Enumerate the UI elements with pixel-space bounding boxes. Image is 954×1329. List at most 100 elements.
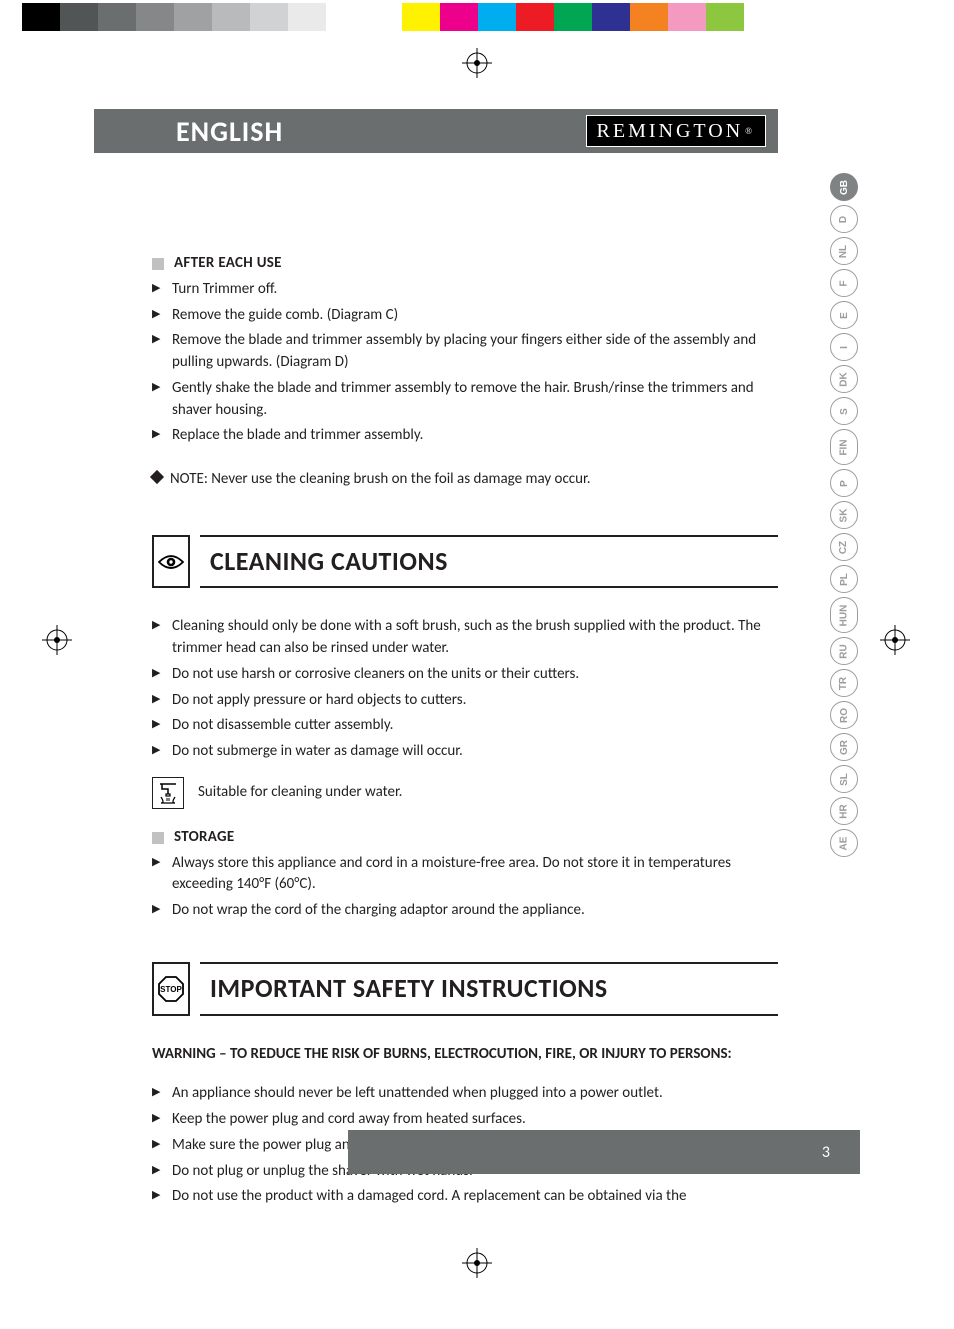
- content: AFTER EACH USE Turn Trimmer off.Remove t…: [152, 253, 778, 1212]
- stop-icon: STOP: [152, 962, 190, 1016]
- list-after-use: Turn Trimmer off.Remove the guide comb. …: [152, 279, 778, 447]
- svg-text:STOP: STOP: [160, 985, 182, 994]
- language-pill-ro[interactable]: RO: [830, 701, 858, 729]
- language-pill-i[interactable]: I: [830, 333, 858, 361]
- faucet-icon: [152, 777, 184, 809]
- square-bullet-icon: [152, 258, 164, 270]
- list-storage: Always store this appliance and cord in …: [152, 853, 778, 922]
- color-swatch: [364, 3, 402, 31]
- header-band: ENGLISH REMINGTON®: [94, 109, 778, 153]
- language-rail: GB D NL F E I DK S FIN P SK CZ PL HUN RU TR RO GR SL HR AE: [828, 173, 860, 857]
- language-code: FIN: [838, 439, 849, 455]
- color-swatch: [402, 3, 440, 31]
- color-swatch: [326, 3, 364, 31]
- note-text: NOTE: Never use the cleaning brush on th…: [170, 470, 591, 488]
- language-code: P: [838, 480, 849, 487]
- color-swatch: [516, 3, 554, 31]
- sub-heading-text: STORAGE: [174, 827, 234, 849]
- brand-name: REMINGTON: [597, 120, 744, 143]
- sub-heading-text: AFTER EACH USE: [174, 253, 282, 275]
- language-code: TR: [839, 676, 850, 689]
- language-pill-d[interactable]: D: [830, 205, 858, 233]
- color-swatch: [440, 3, 478, 31]
- language-pill-tr[interactable]: TR: [830, 669, 858, 697]
- color-swatch: [22, 3, 60, 31]
- list-cleaning: Cleaning should only be done with a soft…: [152, 616, 778, 763]
- section-title-text: CLEANING CAUTIONS: [200, 535, 778, 589]
- color-swatch: [668, 3, 706, 31]
- language-pill-pl[interactable]: PL: [830, 565, 858, 593]
- color-bar: [0, 3, 954, 31]
- color-swatch: [0, 3, 22, 31]
- color-swatch: [250, 3, 288, 31]
- faucet-row: Suitable for cleaning under water.: [152, 777, 778, 809]
- list-item: An appliance should never be left unatte…: [152, 1083, 778, 1105]
- eye-icon: [152, 535, 190, 589]
- language-code: E: [838, 312, 849, 319]
- language-pill-gb[interactable]: GB: [830, 173, 858, 201]
- color-swatch: [212, 3, 250, 31]
- footer-band: 3: [348, 1130, 860, 1174]
- list-item: Do not apply pressure or hard objects to…: [152, 690, 778, 712]
- color-swatch: [478, 3, 516, 31]
- brand-box: REMINGTON®: [586, 115, 766, 147]
- language-pill-p[interactable]: P: [830, 469, 858, 497]
- language-pill-dk[interactable]: DK: [830, 365, 858, 393]
- list-item: Remove the blade and trimmer assembly by…: [152, 330, 778, 374]
- language-code: RU: [838, 644, 849, 658]
- language-code: DK: [838, 372, 849, 386]
- sub-heading-after-use: AFTER EACH USE: [152, 253, 778, 275]
- registration-mark-icon: [42, 625, 72, 655]
- list-item: Gently shake the blade and trimmer assem…: [152, 378, 778, 422]
- faucet-caption: Suitable for cleaning under water.: [198, 782, 402, 804]
- list-item: Remove the guide comb. (Diagram C): [152, 305, 778, 327]
- list-item: Do not submerge in water as damage will …: [152, 741, 778, 763]
- list-item: Do not use harsh or corrosive cleaners o…: [152, 664, 778, 686]
- list-item: Do not use the product with a damaged co…: [152, 1186, 778, 1208]
- list-item: Do not wrap the cord of the charging ada…: [152, 900, 778, 922]
- language-pill-e[interactable]: E: [830, 301, 858, 329]
- language-code: SK: [839, 508, 850, 522]
- color-swatch: [630, 3, 668, 31]
- list-item: Keep the power plug and cord away from h…: [152, 1109, 778, 1131]
- note-row: NOTE: Never use the cleaning brush on th…: [152, 469, 778, 491]
- language-pill-cz[interactable]: CZ: [830, 533, 858, 561]
- language-pill-sk[interactable]: SK: [830, 501, 858, 529]
- list-item: Do not disassemble cutter assembly.: [152, 715, 778, 737]
- color-swatch: [744, 3, 916, 31]
- color-swatch: [554, 3, 592, 31]
- language-pill-nl[interactable]: NL: [830, 237, 858, 265]
- language-pill-ru[interactable]: RU: [830, 637, 858, 665]
- language-pill-fin[interactable]: FIN: [830, 429, 858, 465]
- registration-mark-icon: [462, 1248, 492, 1278]
- language-code: SL: [839, 773, 850, 786]
- language-pill-sl[interactable]: SL: [830, 765, 858, 793]
- color-swatch: [592, 3, 630, 31]
- language-code: F: [838, 280, 849, 286]
- list-item: Cleaning should only be done with a soft…: [152, 616, 778, 660]
- sub-heading-storage: STORAGE: [152, 827, 778, 849]
- language-code: AE: [839, 836, 850, 850]
- color-swatch: [706, 3, 744, 31]
- language-pill-hun[interactable]: HUN: [830, 597, 858, 633]
- language-code: I: [839, 346, 850, 349]
- language-pill-s[interactable]: S: [830, 397, 858, 425]
- color-swatch: [136, 3, 174, 31]
- language-code: D: [838, 215, 849, 222]
- color-swatch: [288, 3, 326, 31]
- color-swatch: [174, 3, 212, 31]
- language-pill-f[interactable]: F: [830, 269, 858, 297]
- registration-mark-icon: [880, 625, 910, 655]
- list-item: Always store this appliance and cord in …: [152, 853, 778, 897]
- language-code: GB: [839, 180, 850, 195]
- language-pill-hr[interactable]: HR: [830, 797, 858, 825]
- language-pill-ae[interactable]: AE: [830, 829, 858, 857]
- language-pill-gr[interactable]: GR: [830, 733, 858, 761]
- section-title-cleaning: CLEANING CAUTIONS: [152, 535, 778, 589]
- header-language: ENGLISH: [176, 114, 283, 149]
- language-code: GR: [839, 740, 850, 755]
- language-code: HUN: [838, 604, 849, 626]
- language-code: S: [838, 408, 849, 415]
- safety-warning: WARNING – TO REDUCE THE RISK OF BURNS, E…: [152, 1044, 778, 1066]
- square-bullet-icon: [152, 832, 164, 844]
